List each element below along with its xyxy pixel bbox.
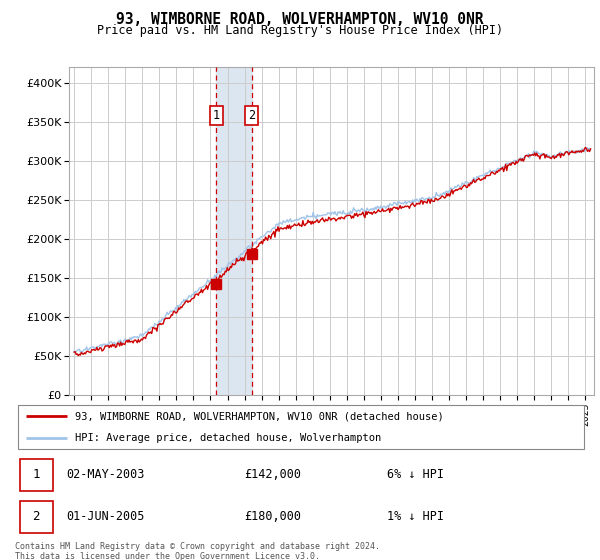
Text: Contains HM Land Registry data © Crown copyright and database right 2024.
This d: Contains HM Land Registry data © Crown c… bbox=[15, 542, 380, 560]
FancyBboxPatch shape bbox=[20, 501, 53, 533]
Text: 93, WIMBORNE ROAD, WOLVERHAMPTON, WV10 0NR: 93, WIMBORNE ROAD, WOLVERHAMPTON, WV10 0… bbox=[116, 12, 484, 27]
Text: 93, WIMBORNE ROAD, WOLVERHAMPTON, WV10 0NR (detached house): 93, WIMBORNE ROAD, WOLVERHAMPTON, WV10 0… bbox=[75, 411, 444, 421]
Text: £142,000: £142,000 bbox=[244, 468, 301, 481]
Text: 2: 2 bbox=[248, 109, 255, 122]
Text: 01-JUN-2005: 01-JUN-2005 bbox=[67, 510, 145, 523]
Text: 2: 2 bbox=[32, 510, 40, 523]
Text: 1: 1 bbox=[32, 468, 40, 481]
Text: £180,000: £180,000 bbox=[244, 510, 301, 523]
Text: Price paid vs. HM Land Registry's House Price Index (HPI): Price paid vs. HM Land Registry's House … bbox=[97, 24, 503, 37]
Bar bbox=[216, 67, 252, 395]
FancyBboxPatch shape bbox=[18, 405, 584, 449]
Text: HPI: Average price, detached house, Wolverhampton: HPI: Average price, detached house, Wolv… bbox=[75, 433, 382, 443]
FancyBboxPatch shape bbox=[20, 459, 53, 491]
Text: 1% ↓ HPI: 1% ↓ HPI bbox=[388, 510, 445, 523]
Text: 02-MAY-2003: 02-MAY-2003 bbox=[67, 468, 145, 481]
Text: 1: 1 bbox=[212, 109, 220, 122]
Text: 6% ↓ HPI: 6% ↓ HPI bbox=[388, 468, 445, 481]
